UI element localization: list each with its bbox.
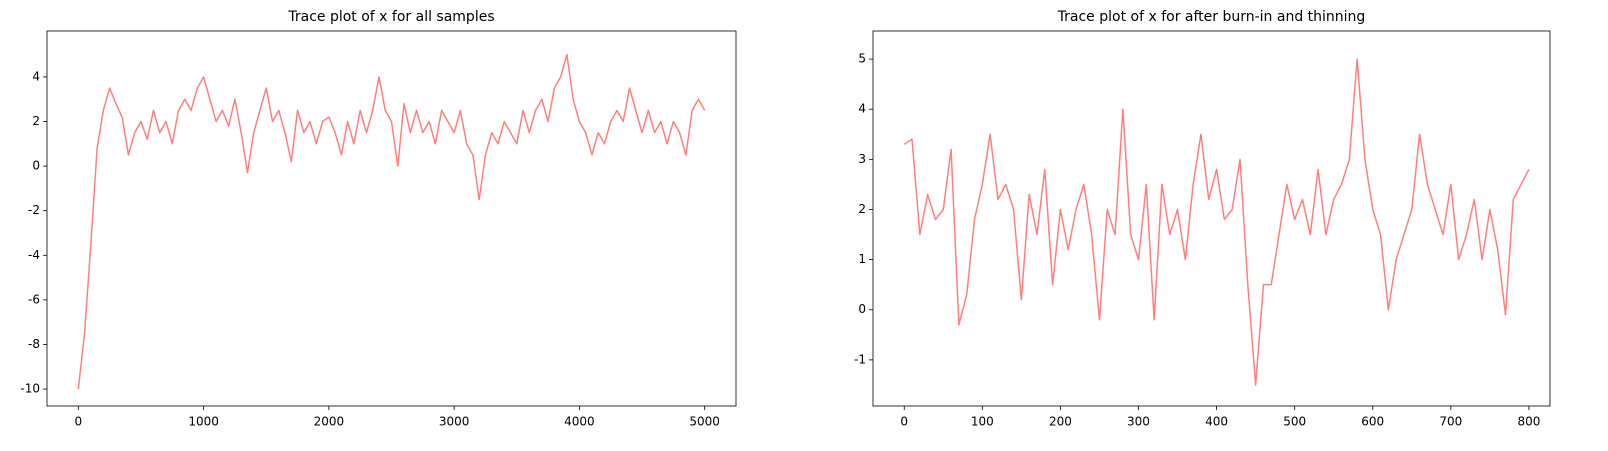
y-tick-label: 4 (858, 102, 866, 116)
y-tick-label: 2 (32, 114, 40, 128)
x-tick-label: 1000 (188, 415, 219, 429)
y-tick-label: 2 (858, 202, 866, 216)
x-tick-label: 400 (1205, 415, 1228, 429)
y-tick-label: -10 (20, 382, 40, 396)
axes-frame (872, 30, 1551, 407)
chart-title: Trace plot of x for all samples (287, 9, 494, 25)
x-tick-label: 0 (74, 415, 82, 429)
x-tick-label: 500 (1283, 415, 1306, 429)
y-tick-label: -8 (28, 337, 40, 351)
x-tick-label: 100 (971, 415, 994, 429)
y-tick-label: -6 (28, 292, 40, 306)
x-tick-label: 3000 (439, 415, 470, 429)
axes-frame (46, 30, 737, 407)
x-tick-label: 4000 (564, 415, 595, 429)
x-tick-label: 200 (1049, 415, 1072, 429)
trace-line (903, 58, 1530, 386)
y-tick-label: -4 (28, 248, 40, 262)
x-tick-label: 2000 (314, 415, 345, 429)
y-tick-label: 0 (32, 159, 40, 173)
x-tick-label: 300 (1127, 415, 1150, 429)
x-tick-label: 800 (1517, 415, 1540, 429)
y-tick-label: 1 (858, 252, 866, 266)
y-tick-label: 5 (858, 52, 866, 66)
x-tick-label: 600 (1361, 415, 1384, 429)
x-tick-label: 5000 (689, 415, 720, 429)
y-tick-label: 0 (858, 302, 866, 316)
x-tick-label: 700 (1439, 415, 1462, 429)
chart-title: Trace plot of x for after burn-in and th… (1057, 9, 1366, 25)
y-tick-label: 3 (858, 152, 866, 166)
y-tick-label: -2 (28, 203, 40, 217)
y-tick-label: 4 (32, 69, 40, 83)
y-tick-label: -1 (854, 352, 866, 366)
trace-line (77, 53, 706, 390)
x-tick-label: 0 (900, 415, 908, 429)
